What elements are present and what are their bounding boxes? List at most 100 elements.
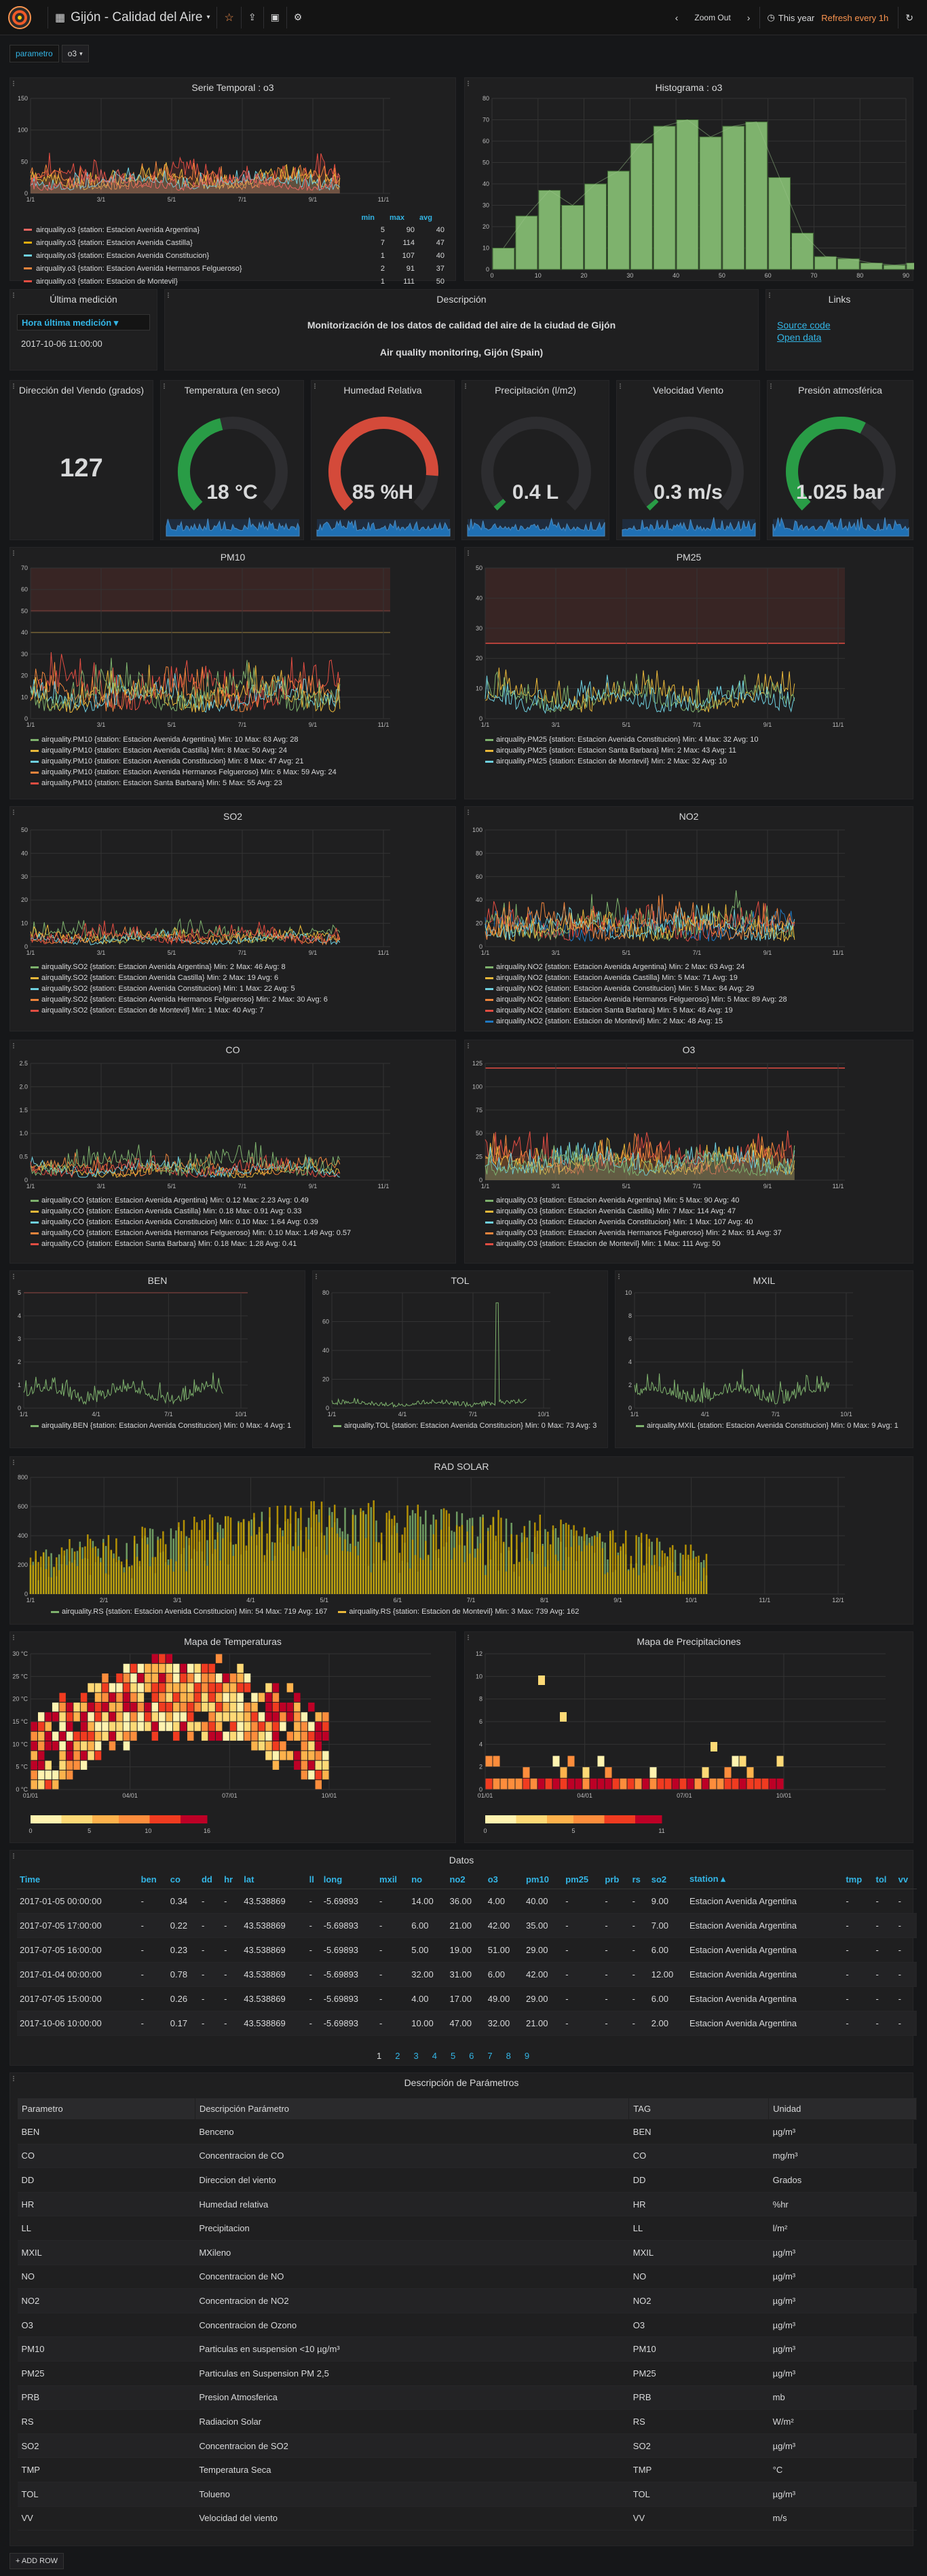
page-link[interactable]: 4 xyxy=(432,2051,437,2061)
column-header[interactable]: pm25 xyxy=(563,1870,603,1889)
legend-header-avg[interactable]: avg xyxy=(419,214,432,222)
legend-item[interactable]: airquality.NO2 {station: Estacion Avenid… xyxy=(485,994,787,1005)
column-header[interactable]: mxil xyxy=(377,1870,409,1889)
legend-item[interactable]: airquality.o3 {station: Estacion Avenida… xyxy=(24,262,444,275)
legend-item[interactable]: airquality.MXIL {station: Estacion Aveni… xyxy=(636,1420,901,1431)
save-button[interactable]: ▣ xyxy=(263,6,286,29)
column-header[interactable]: ben xyxy=(138,1870,168,1889)
legend-item[interactable]: airquality.CO {station: Estacion Santa B… xyxy=(31,1238,351,1249)
column-header[interactable]: Parametro xyxy=(17,2098,195,2120)
heatmap-cell xyxy=(88,1712,94,1722)
legend-item[interactable]: airquality.PM10 {station: Estacion Aveni… xyxy=(31,756,337,767)
page-link[interactable]: 7 xyxy=(487,2051,493,2061)
column-header[interactable]: TAG xyxy=(628,2098,770,2120)
legend-header-max[interactable]: max xyxy=(390,214,405,222)
legend-item[interactable]: airquality.CO {station: Estacion Avenida… xyxy=(31,1217,351,1228)
legend-item[interactable]: airquality.o3 {station: Estacion de Mont… xyxy=(24,275,444,288)
legend-item[interactable]: airquality.PM10 {station: Estacion Santa… xyxy=(31,778,337,789)
legend-item[interactable]: airquality.CO {station: Estacion Avenida… xyxy=(31,1195,351,1206)
dashboard-picker[interactable]: ▦ Gijón - Calidad del Aire ▾ xyxy=(48,6,216,29)
page-link[interactable]: 6 xyxy=(469,2051,474,2061)
legend-item[interactable]: airquality.CO {station: Estacion Avenida… xyxy=(31,1206,351,1217)
legend-item[interactable]: airquality.O3 {station: Estacion de Mont… xyxy=(485,1238,782,1249)
time-range-picker[interactable]: ◷ This year Refresh every 1h xyxy=(759,7,895,29)
legend-item[interactable]: airquality.SO2 {station: Estacion Avenid… xyxy=(31,972,328,983)
column-header[interactable]: no2 xyxy=(447,1870,485,1889)
legend-header-min[interactable]: min xyxy=(361,214,375,222)
grafana-logo-icon[interactable] xyxy=(5,3,34,32)
legend-item[interactable]: airquality.PM25 {station: Estacion Santa… xyxy=(485,745,758,756)
column-header[interactable]: hr xyxy=(221,1870,242,1889)
column-header[interactable]: Time xyxy=(17,1870,138,1889)
legend-item[interactable]: airquality.SO2 {station: Estacion de Mon… xyxy=(31,1005,328,1016)
legend-item[interactable]: airquality.PM10 {station: Estacion Aveni… xyxy=(31,745,337,756)
legend-item[interactable]: airquality.SO2 {station: Estacion Avenid… xyxy=(31,962,328,972)
legend-item[interactable]: airquality.O3 {station: Estacion Avenida… xyxy=(485,1195,782,1206)
legend-item[interactable]: airquality.o3 {station: Estacion Avenida… xyxy=(24,236,444,249)
zoom-out-button[interactable]: Zoom Out xyxy=(694,13,731,22)
legend-item[interactable]: airquality.PM10 {station: Estacion Aveni… xyxy=(31,767,337,778)
legend-swatch xyxy=(485,749,493,752)
legend-item[interactable]: airquality.BEN {station: Estacion Avenid… xyxy=(31,1420,295,1431)
column-header[interactable]: rs xyxy=(629,1870,649,1889)
variable-select-parametro[interactable]: o3 ▾ xyxy=(61,45,89,62)
legend-item[interactable]: airquality.O3 {station: Estacion Avenida… xyxy=(485,1206,782,1217)
page-link[interactable]: 5 xyxy=(450,2051,456,2061)
star-button[interactable]: ☆ xyxy=(216,6,240,29)
legend-item[interactable]: airquality.TOL {station: Estacion Avenid… xyxy=(333,1420,598,1431)
time-back-button[interactable]: ‹ xyxy=(675,12,679,23)
column-header[interactable]: o3 xyxy=(485,1870,523,1889)
y-tick-label: 5 °C xyxy=(16,1764,28,1770)
column-header[interactable]: co xyxy=(167,1870,199,1889)
legend-item[interactable]: airquality.NO2 {station: Estacion de Mon… xyxy=(485,1016,787,1027)
column-header[interactable]: pm10 xyxy=(523,1870,563,1889)
legend-item[interactable]: airquality.CO {station: Estacion Avenida… xyxy=(31,1228,351,1238)
page-link[interactable]: 3 xyxy=(413,2051,419,2061)
column-header[interactable]: ll xyxy=(306,1870,321,1889)
legend-item[interactable]: airquality.SO2 {station: Estacion Avenid… xyxy=(31,994,328,1005)
heatmap-cell xyxy=(515,1778,523,1789)
legend-item[interactable]: airquality.RS {station: Estacion Avenida… xyxy=(51,1606,327,1617)
legend-item[interactable]: airquality.o3 {station: Estacion Avenida… xyxy=(24,249,444,262)
column-header[interactable]: tmp xyxy=(843,1870,873,1889)
time-forward-button[interactable]: › xyxy=(746,12,751,23)
column-header[interactable]: so2 xyxy=(648,1870,687,1889)
column-header[interactable]: Descripción Parámetro xyxy=(194,2098,630,2120)
legend-item[interactable]: airquality.NO2 {station: Estacion Avenid… xyxy=(485,983,787,994)
settings-button[interactable]: ⚙ xyxy=(286,6,309,29)
legend-item[interactable]: airquality.NO2 {station: Estacion Santa … xyxy=(485,1005,787,1016)
column-header[interactable]: lat xyxy=(241,1870,307,1889)
legend-item[interactable]: airquality.PM25 {station: Estacion Aveni… xyxy=(485,734,758,745)
last-measure-dropdown[interactable]: Hora última medición ▾ xyxy=(17,314,150,330)
column-header[interactable]: long xyxy=(320,1870,377,1889)
legend-item[interactable]: airquality.o3 {station: Estacion Avenida… xyxy=(24,223,444,236)
share-button[interactable]: ⇪ xyxy=(240,6,263,29)
link-open-data[interactable]: Open data xyxy=(777,332,822,343)
legend-item[interactable]: airquality.SO2 {station: Estacion Avenid… xyxy=(31,983,328,994)
column-header[interactable]: tol xyxy=(873,1870,896,1889)
legend-item[interactable]: airquality.NO2 {station: Estacion Avenid… xyxy=(485,972,787,983)
link-source-code[interactable]: Source code xyxy=(777,320,831,330)
column-header[interactable]: vv xyxy=(895,1870,917,1889)
page-link[interactable]: 9 xyxy=(524,2051,530,2061)
column-header[interactable]: station ▴ xyxy=(686,1870,844,1889)
add-row-button[interactable]: + ADD ROW xyxy=(10,2553,64,2569)
legend-item[interactable]: airquality.O3 {station: Estacion Avenida… xyxy=(485,1217,782,1228)
legend-item[interactable]: airquality.PM10 {station: Estacion Aveni… xyxy=(31,734,337,745)
refresh-button[interactable]: ↻ xyxy=(898,7,920,29)
heatmap-cell xyxy=(130,1673,137,1683)
column-header[interactable]: prb xyxy=(602,1870,630,1889)
heatmap-cell xyxy=(251,1702,258,1712)
page-link[interactable]: 1 xyxy=(377,2051,382,2061)
legend-item[interactable]: airquality.O3 {station: Estacion Avenida… xyxy=(485,1228,782,1238)
legend-item[interactable]: airquality.NO2 {station: Estacion Avenid… xyxy=(485,962,787,972)
column-header[interactable]: Unidad xyxy=(768,2098,917,2120)
legend-item[interactable]: airquality.RS {station: Estacion de Mont… xyxy=(338,1606,579,1617)
page-link[interactable]: 8 xyxy=(506,2051,511,2061)
heatmap-cell xyxy=(208,1673,215,1683)
page-link[interactable]: 2 xyxy=(395,2051,400,2061)
heatmap-cell xyxy=(137,1692,145,1702)
column-header[interactable]: dd xyxy=(198,1870,222,1889)
legend-item[interactable]: airquality.PM25 {station: Estacion de Mo… xyxy=(485,756,758,767)
column-header[interactable]: no xyxy=(409,1870,447,1889)
